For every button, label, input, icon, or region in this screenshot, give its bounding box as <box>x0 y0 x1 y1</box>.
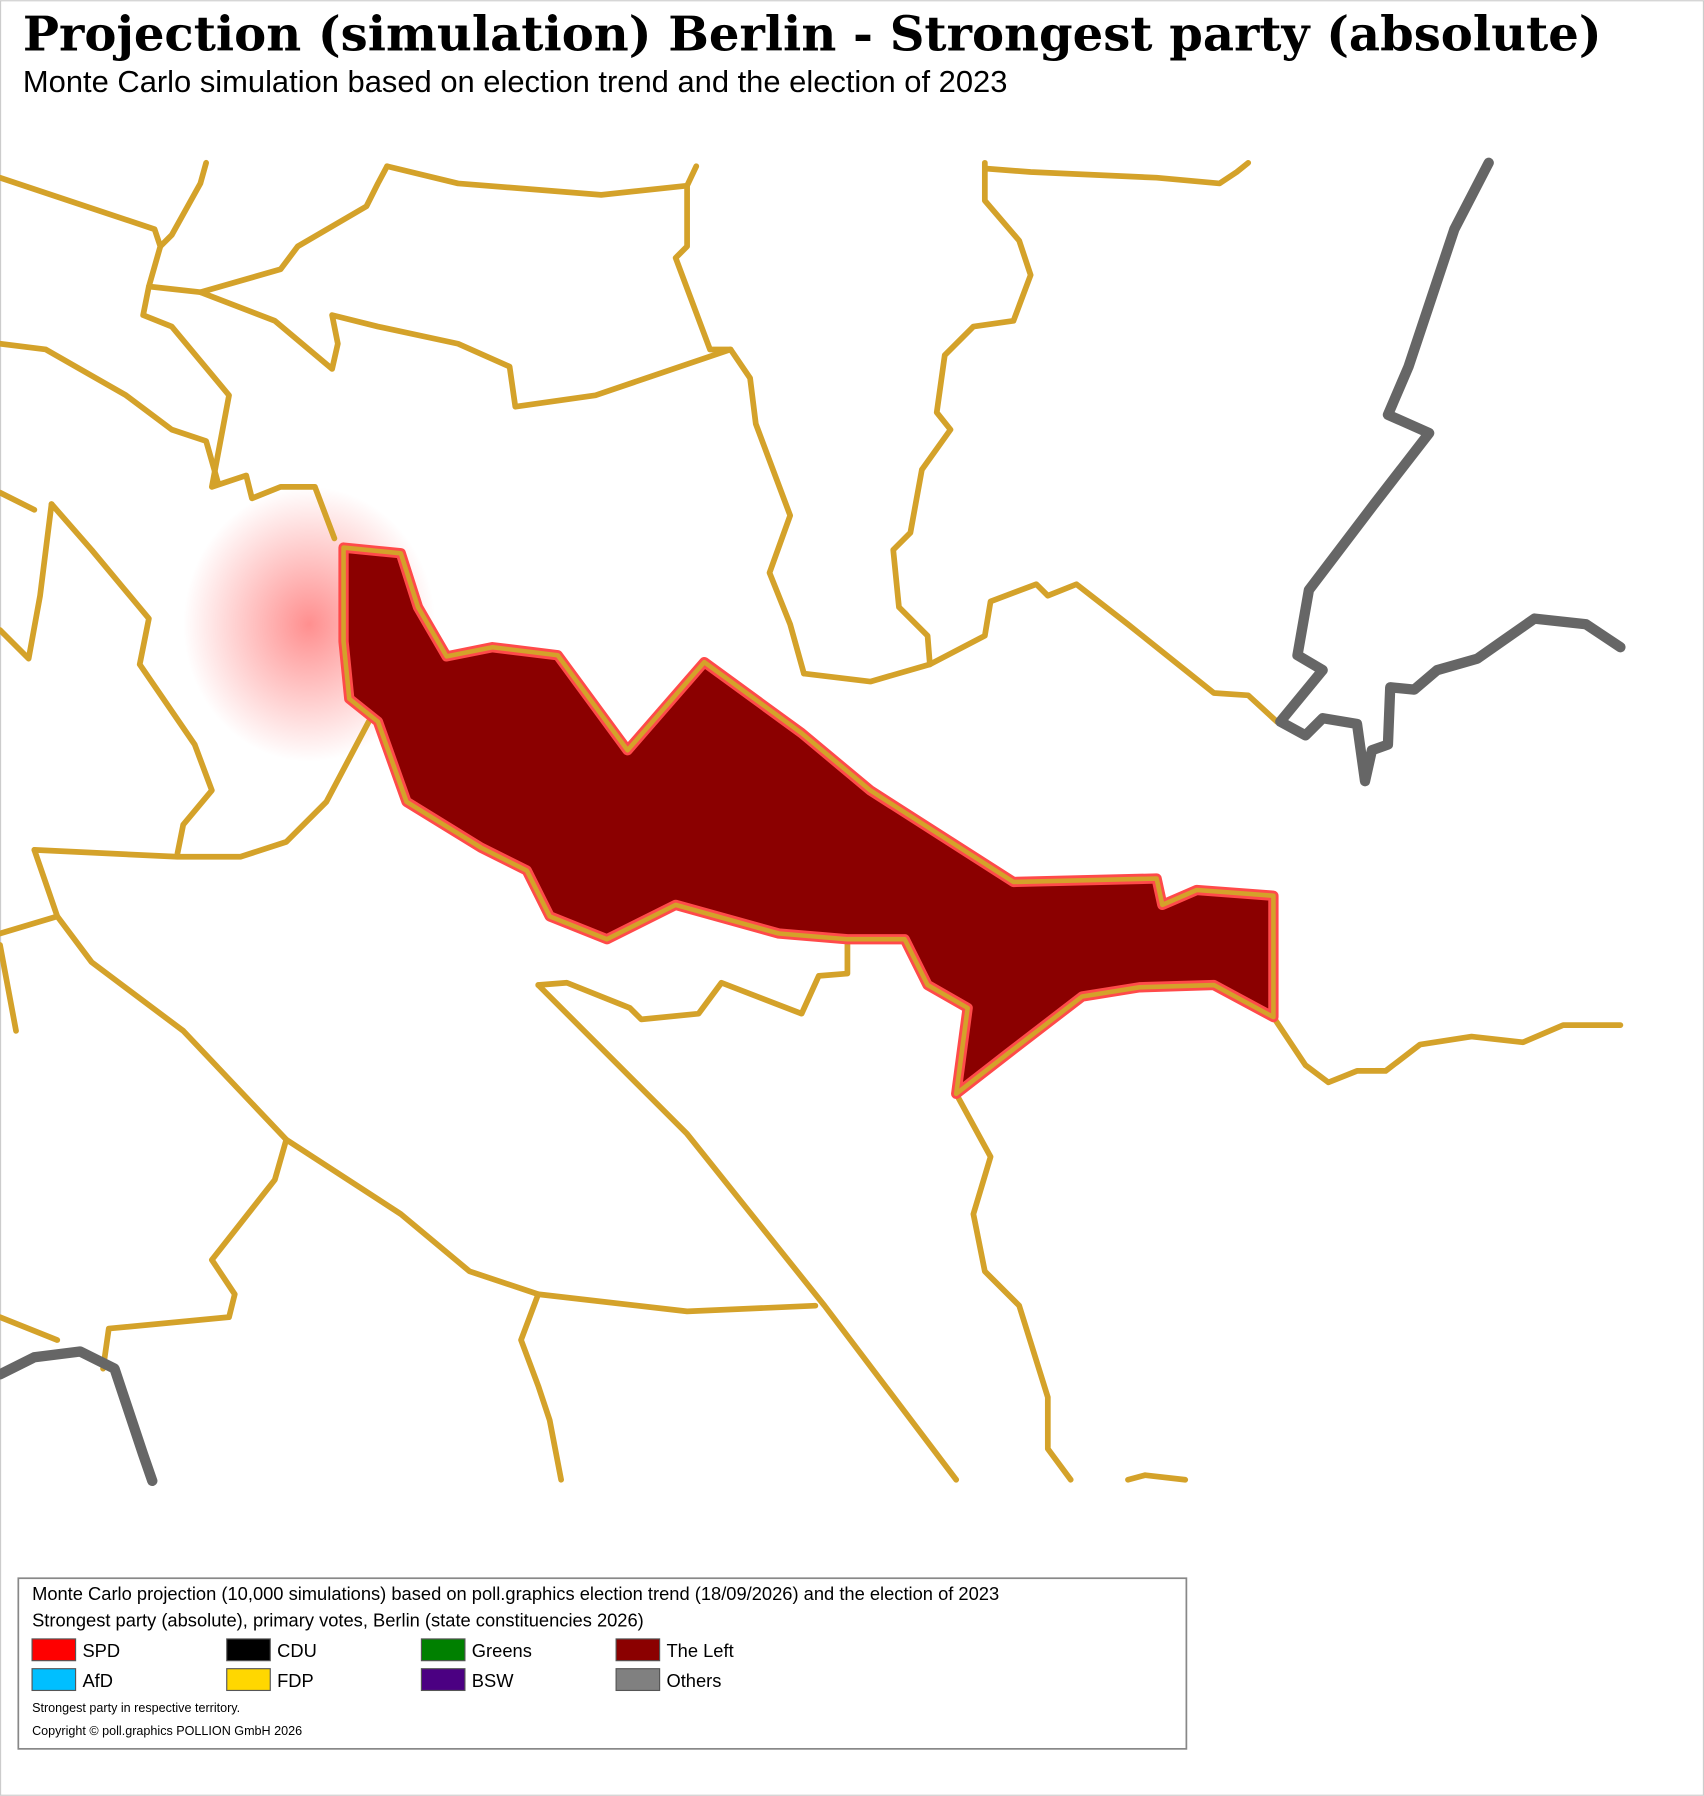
border <box>953 1090 1189 1483</box>
border <box>197 163 390 296</box>
title: Projection (simulation) Berlin - Stronge… <box>23 7 1602 63</box>
border <box>31 718 372 860</box>
border <box>672 182 807 677</box>
legend-swatch <box>31 1638 77 1662</box>
border <box>0 1291 564 1483</box>
legend-label: SPD <box>82 1640 120 1661</box>
legend-box <box>17 1577 1188 1750</box>
legend-swatch <box>615 1668 661 1692</box>
subtitle: Monte Carlo simulation based on election… <box>23 64 1008 99</box>
border <box>981 159 1252 187</box>
border <box>890 159 1034 668</box>
legend-note: Copyright © poll.graphics POLLION GmbH 2… <box>32 1724 302 1738</box>
legend-swatch <box>226 1668 271 1692</box>
legend-swatch <box>226 1638 271 1662</box>
legend-label: AfD <box>82 1670 113 1691</box>
legend-label: Greens <box>472 1640 532 1661</box>
legend-swatch <box>31 1668 77 1692</box>
border <box>0 489 55 662</box>
border <box>31 847 819 1315</box>
legend-description: Strongest party (absolute), primary vote… <box>32 1609 644 1630</box>
legend-label: Others <box>666 1670 721 1691</box>
border <box>0 340 221 485</box>
legend-label: BSW <box>472 1670 514 1691</box>
border <box>0 913 61 1034</box>
border <box>146 283 734 410</box>
legend-description: Monte Carlo projection (10,000 simulatio… <box>32 1583 999 1604</box>
border <box>157 159 209 250</box>
border <box>100 1136 290 1372</box>
border <box>48 501 215 857</box>
legend-label: FDP <box>277 1670 314 1691</box>
map <box>0 157 1626 1487</box>
legend-swatch <box>420 1668 466 1692</box>
border <box>384 163 700 198</box>
legend: Monte Carlo projection (10,000 simulatio… <box>17 1577 1188 1750</box>
border <box>1268 1010 1624 1086</box>
state-border <box>1275 157 1626 787</box>
legend-label: CDU <box>277 1640 317 1661</box>
highlighted-outline <box>341 545 1276 1097</box>
legend-note: Strongest party in respective territory. <box>32 1701 240 1715</box>
legend-swatch <box>615 1638 661 1662</box>
legend-swatch <box>420 1638 466 1662</box>
border <box>535 982 960 1483</box>
border <box>0 174 338 542</box>
border <box>535 936 851 1023</box>
border <box>801 581 1280 725</box>
state-border <box>0 1346 158 1487</box>
legend-label: The Left <box>666 1640 733 1661</box>
